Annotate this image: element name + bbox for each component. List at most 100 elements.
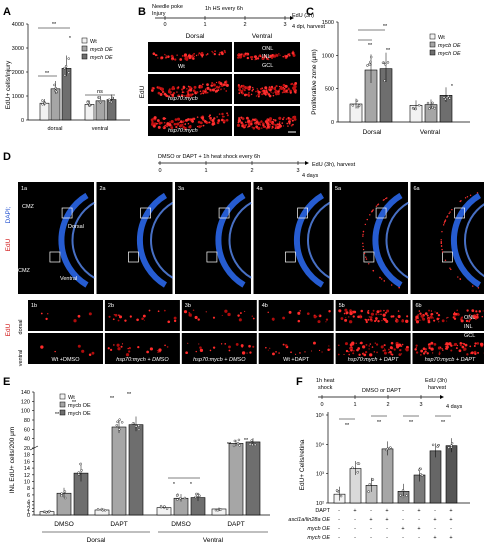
panel-d-edu-cell [363,249,364,250]
panel-c-dot [356,100,358,102]
panel-d-row-ventral: ventral [18,350,24,367]
panel-f-bar [430,451,441,503]
panel-b-edu-cell [264,86,267,89]
panel-d-edu-cell [401,353,402,354]
panel-b-edu-cell [218,87,219,88]
panel-f-row-value: - [370,526,372,532]
panel-b-edu-cell [176,91,177,92]
panel-f-row-value: + [369,517,372,523]
panel-e-dot [217,509,219,511]
panel-c-legend-label: mych OE [438,51,461,57]
panel-d-edu-cell [200,349,203,352]
panel-d-edu-cell [384,344,386,346]
panel-b-edu-cell [163,92,164,93]
panel-d-edu-cell [369,214,370,215]
panel-b-edu-cell [269,117,272,120]
panel-b-edu-cell [157,86,159,88]
panel-d-edu-cell [350,313,352,315]
panel-c-legend-label: Wt [438,35,445,41]
panel-f-row-value: - [338,517,340,523]
panel-d-edu-cell [144,320,145,321]
panel-d-edu-cell [390,346,393,349]
panel-d-edu-cell [396,320,398,322]
panel-f-row-value: - [434,526,436,532]
panel-f-row-value: - [338,508,340,514]
panel-b-edu-cell [275,127,276,128]
panel-b-edu-cell [272,92,273,93]
panel-d-edu-cell [419,320,420,321]
panel-b-edu-cell [153,88,154,89]
panel-d-condition-label: hsp70:mych + DMSO [116,357,169,363]
panel-b-edu-cell [282,56,284,58]
panel-d-edu-cell [373,310,375,312]
panel-d-edu-cell [446,216,447,217]
panel-d-edu-cell [137,346,139,348]
panel-b-edu-cell [281,88,283,90]
panel-d-edu-cell [420,320,421,321]
panel-f-row-value: - [434,508,436,514]
panel-d-edu-cell [446,321,447,322]
panel-b-edu-cell [209,121,211,123]
panel-f-row-value: + [433,535,436,541]
panel-c-dot [368,63,370,65]
panel-a-tick-label: 4000 [12,22,24,28]
panel-b-onl: ONL [262,46,273,52]
panel-d-zoom-label: 3b [185,303,191,309]
panel-f-dot [437,446,439,448]
panel-a-dot [111,97,113,99]
panel-d-edu-cell [252,316,253,317]
panel-e-tick-label: 18 [24,453,30,459]
panel-f-row-value: - [338,526,340,532]
panel-d-edu-cell [461,316,463,318]
panel-d-edu-cell [442,251,443,252]
panel-f-row-value: - [354,517,356,523]
panel-d-edu-cell [438,321,439,322]
panel-b-edu-cell [285,85,288,88]
panel-b-edu-cell [165,118,166,119]
panel-f-tl-tick-label: 3 [419,402,422,408]
panel-b-edu-cell [244,87,245,88]
panel-d-edu-cell [239,319,240,320]
panel-f-row-value: - [402,508,404,514]
panel-b-edu-cell [286,118,288,120]
panel-d-edu-cell [460,278,461,279]
panel-d-edu-cell [353,350,355,352]
panel-b-edu-cell [282,92,284,94]
panel-d-edu-cell [461,346,464,349]
panel-d-edu-cell [441,246,442,247]
panel-e-dot [135,425,137,427]
panel-b-edu-cell [200,125,202,127]
panel-d-edu-cell [295,354,296,355]
panel-b-edu-cell [290,92,292,94]
panel-f-sig: ** [345,423,350,429]
panel-b-edu-cell [165,57,167,59]
panel-d-edu-cell [129,347,131,349]
panel-d-edu-cell [128,350,130,352]
panel-c-dot [366,65,368,67]
panel-b-edu-cell [277,90,279,92]
panel-d-edu-cell [210,350,212,352]
panel-b-edu-cell [283,117,285,119]
panel-d-edu-cell [78,345,81,348]
panel-d-edu-cell [365,257,366,258]
panel-a-letter: A [3,6,11,18]
panel-b-edu-cell [164,125,165,126]
panel-d-edu-cell [439,351,440,352]
panel-e-tick-label: 12 [24,473,30,479]
panel-d-edu-cell [466,309,468,311]
panel-e-dot [64,497,66,499]
panel-b-edu-cell [238,86,241,89]
panel-d-edu-cell [108,316,110,318]
panel-b-edu-cell [227,114,229,116]
panel-d-condition-label: hsp70:mycb + DAPT [425,357,476,363]
panel-f-tick-label: 10⁴ [316,441,325,448]
panel-d-edu-cell [187,343,188,344]
panel-d-edu-cell [92,352,95,355]
panel-d-edu-cell [78,315,81,318]
panel-b-edu-cell [238,92,240,94]
panel-b-label-wt: Wt [178,64,185,70]
panel-b-edu-cell [212,88,215,91]
panel-b-edu-cell [284,88,286,90]
panel-d-edu-cell [114,314,115,315]
